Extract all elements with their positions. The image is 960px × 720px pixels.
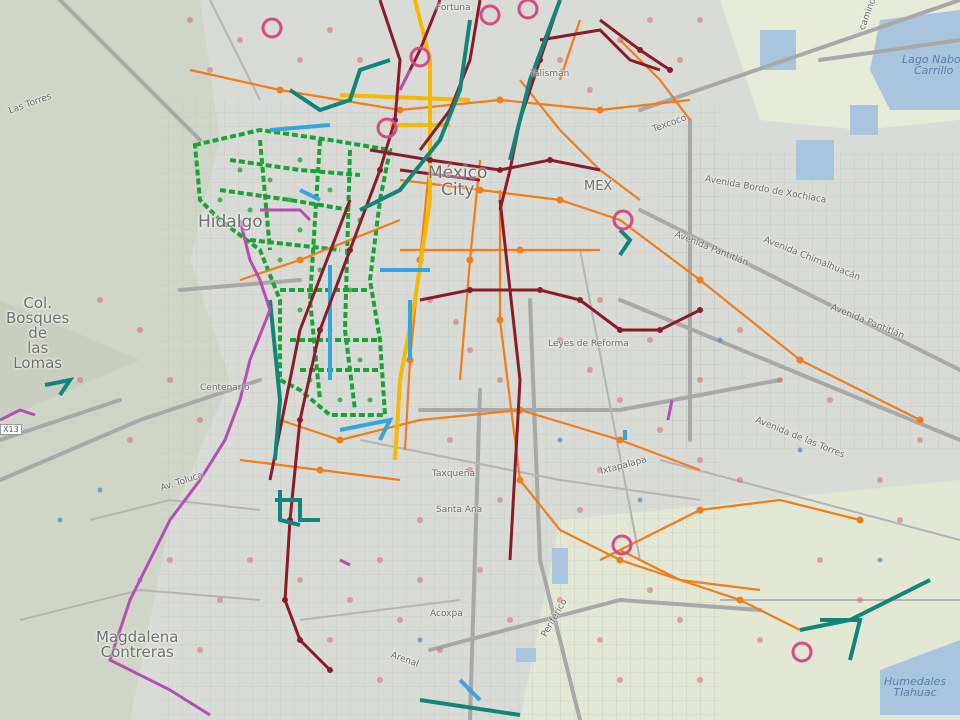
east-urban-grid: [660, 150, 960, 450]
humedales-tlahuac: [880, 640, 960, 715]
label-hidalgo: Hidalgo: [198, 212, 263, 232]
label-mexico-city: México City: [428, 163, 488, 200]
blue-lines: [269, 123, 627, 702]
street-leyes-reforma: Leyes de Reforma: [548, 339, 629, 349]
lago-nabor-carrillo: [870, 10, 960, 110]
green-network: [192, 127, 393, 417]
bus-stop-dots: [77, 17, 923, 693]
label-humedales-tlahuac: Humedales Tlahuac: [884, 675, 947, 699]
label-magdalena-contreras: Magdalena Contreras: [96, 628, 179, 661]
orange-stops: [276, 86, 924, 604]
street-centenario: Centenario: [200, 383, 250, 393]
street-talisman: Talismán: [530, 69, 570, 79]
label-lago-nabor-carrillo: Lago Nabor Carrillo: [902, 53, 960, 77]
street-acoxpa: Acoxpa: [430, 609, 463, 619]
street-taxquena: Taxqueña: [432, 469, 476, 479]
interchange-rings: [261, 0, 813, 663]
teal-lines: [44, 0, 931, 717]
west-hills: [0, 300, 140, 420]
label-bosques-de-las-lomas: Col. Bosques de las Lomas: [6, 294, 70, 372]
minor-roads: [19, 0, 960, 621]
street-santa-ana: Santa Ana: [436, 505, 483, 515]
purple-lines: [0, 69, 674, 717]
street-fortuna: Fortuna: [436, 3, 471, 13]
small-lake: [552, 548, 568, 584]
label-airport-mex: MEX: [584, 179, 613, 194]
reservoir-3: [796, 140, 834, 180]
route-badge-x13: X13: [0, 424, 22, 435]
small-lake-2: [516, 648, 536, 662]
reservoir-2: [850, 105, 878, 135]
